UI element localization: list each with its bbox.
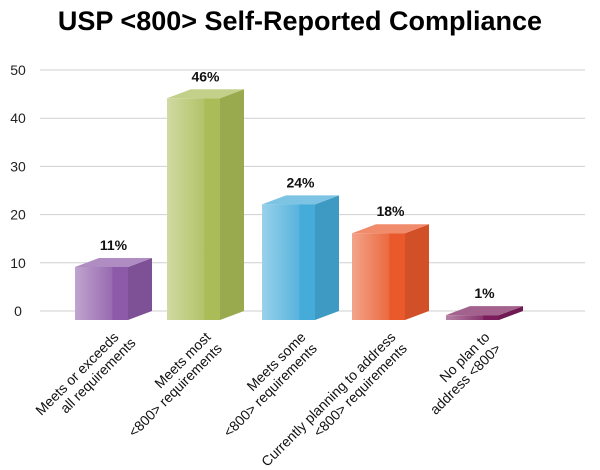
y-tick-label: 30	[10, 158, 26, 174]
y-tick-label: 10	[10, 255, 26, 271]
y-tick-label: 0	[14, 303, 22, 319]
bar	[352, 224, 429, 320]
y-tick-label: 20	[10, 207, 26, 223]
data-label: 1%	[474, 285, 495, 301]
y-tick-label: 40	[10, 110, 26, 126]
chart-title: USP <800> Self-Reported Compliance	[57, 6, 543, 36]
x-tick-label: Meets or exceedsall requirements	[32, 323, 138, 429]
data-label: 11%	[100, 237, 128, 253]
x-tick-label: No plan toaddress <800>	[415, 329, 504, 418]
bar	[167, 89, 244, 320]
data-label: 46%	[191, 68, 220, 84]
bar	[446, 306, 523, 320]
data-label: 24%	[286, 174, 315, 190]
data-label: 18%	[376, 203, 405, 219]
bar	[262, 195, 339, 320]
y-tick-label: 50	[10, 62, 26, 78]
bar	[75, 257, 152, 320]
